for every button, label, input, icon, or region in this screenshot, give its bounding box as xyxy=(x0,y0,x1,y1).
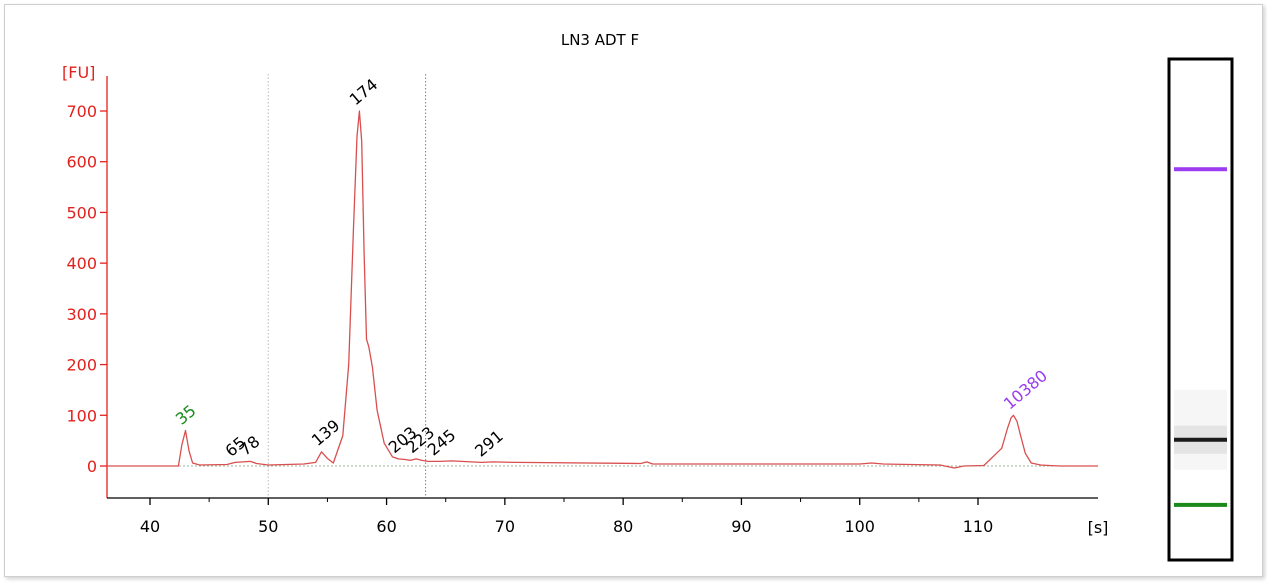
axes: 0 100 200 300 400 500 600 700 40 50 60 70 80 90 100 110 xyxy=(66,76,1098,536)
x-tick-label: 70 xyxy=(495,517,515,536)
peak-label: 35 xyxy=(172,401,200,429)
peak-label: 291 xyxy=(471,426,507,460)
x-tick-label: 40 xyxy=(140,517,160,536)
x-tick-label: 60 xyxy=(376,517,396,536)
x-tick-label: 50 xyxy=(258,517,278,536)
peak-label: 174 xyxy=(346,75,382,109)
gel-band xyxy=(1174,502,1227,507)
x-tick-label: 80 xyxy=(613,517,633,536)
y-tick-label: 400 xyxy=(66,254,97,273)
gel-lane xyxy=(1167,57,1234,562)
y-tick-label: 300 xyxy=(66,305,97,324)
x-tick-label: 110 xyxy=(963,517,994,536)
x-tick-label: 90 xyxy=(731,517,751,536)
trace-line xyxy=(107,110,1098,469)
y-tick-label: 0 xyxy=(87,457,97,476)
gel-band xyxy=(1174,437,1227,442)
y-tick-label: 200 xyxy=(66,356,97,375)
y-tick-label: 700 xyxy=(66,102,97,121)
peak-label: 10380 xyxy=(1000,366,1051,413)
electropherogram-panel xyxy=(4,4,1263,577)
gel-lane-frame xyxy=(1167,57,1234,562)
y-tick-label: 600 xyxy=(66,153,97,172)
trace-layer xyxy=(107,110,1098,469)
peak-label: 139 xyxy=(308,416,344,450)
y-tick-label: 100 xyxy=(66,406,97,425)
x-tick-label: 100 xyxy=(844,517,875,536)
x-axis-label: [s] xyxy=(1088,518,1109,537)
chart-title: LN3 ADT F xyxy=(561,31,639,49)
region-boundary-lines xyxy=(267,74,427,498)
y-tick-label: 500 xyxy=(66,203,97,222)
y-axis-label: [FU] xyxy=(62,63,95,82)
gel-band xyxy=(1174,167,1227,172)
